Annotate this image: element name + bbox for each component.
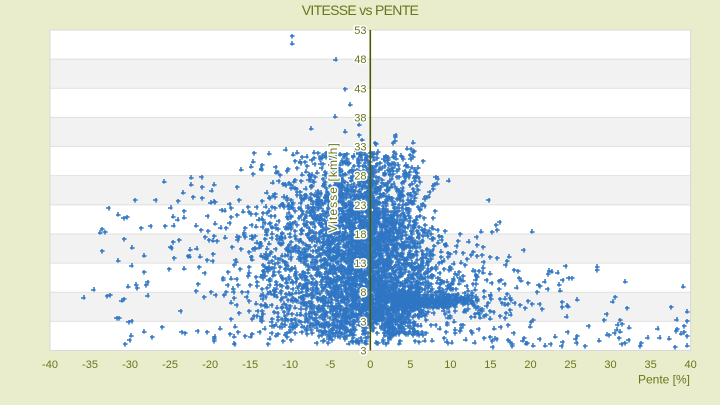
svg-text:48: 48 (354, 54, 366, 66)
svg-text:53: 53 (354, 25, 366, 37)
svg-text:5: 5 (407, 359, 413, 371)
svg-text:40: 40 (684, 359, 696, 371)
svg-text:-5: -5 (325, 359, 335, 371)
svg-text:-35: -35 (82, 359, 98, 371)
svg-text:13: 13 (354, 258, 366, 270)
svg-text:Pente [%]: Pente [%] (638, 373, 690, 387)
svg-text:0: 0 (367, 359, 373, 371)
svg-text:28: 28 (354, 171, 366, 183)
svg-text:VITESSE vs PENTE: VITESSE vs PENTE (302, 2, 419, 18)
svg-text:-40: -40 (42, 359, 58, 371)
svg-text:33: 33 (354, 142, 366, 154)
svg-text:18: 18 (354, 229, 366, 241)
svg-text:15: 15 (484, 359, 496, 371)
svg-text:3: 3 (360, 316, 366, 328)
svg-text:-10: -10 (282, 359, 298, 371)
svg-text:25: 25 (564, 359, 576, 371)
svg-text:38: 38 (354, 112, 366, 124)
svg-text:-20: -20 (202, 359, 218, 371)
svg-text:3: 3 (360, 346, 366, 358)
svg-text:30: 30 (604, 359, 616, 371)
svg-text:Vitesse [km/h]: Vitesse [km/h] (326, 142, 340, 233)
svg-text:-30: -30 (122, 359, 138, 371)
svg-text:20: 20 (524, 359, 536, 371)
svg-text:-25: -25 (162, 359, 178, 371)
svg-text:43: 43 (354, 83, 366, 95)
svg-text:23: 23 (354, 200, 366, 212)
svg-text:-15: -15 (242, 359, 258, 371)
svg-text:35: 35 (644, 359, 656, 371)
svg-text:10: 10 (444, 359, 456, 371)
svg-text:8: 8 (360, 287, 366, 299)
